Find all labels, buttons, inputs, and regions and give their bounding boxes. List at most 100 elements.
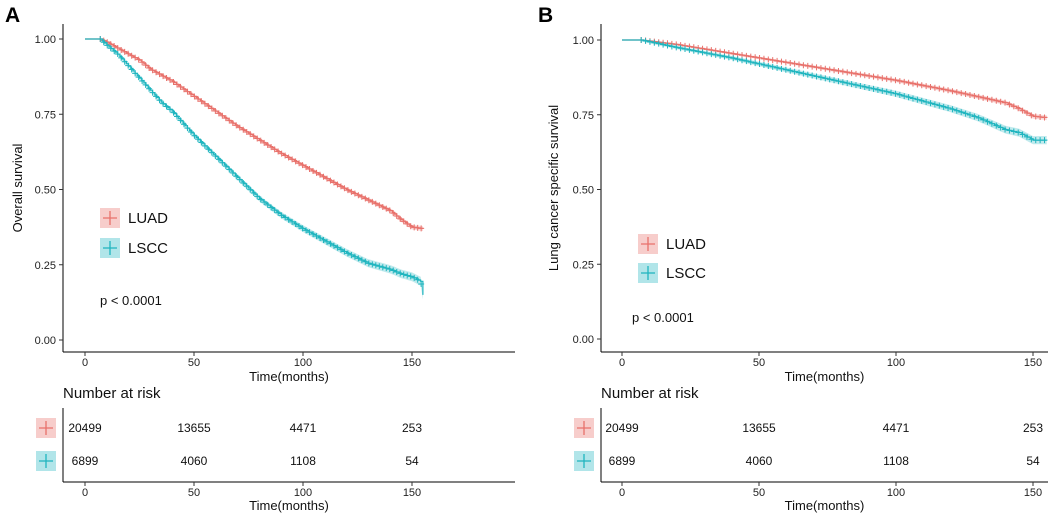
censor-mark	[250, 133, 257, 140]
legend-item-lscc: LSCC	[638, 263, 706, 283]
y-tick-label: 0.25	[573, 259, 594, 271]
censor-mark	[173, 81, 180, 88]
censor-mark	[153, 93, 160, 100]
censor-mark	[936, 85, 943, 92]
risk-x-axis-title: Time(months)	[785, 498, 865, 513]
censor-mark	[313, 233, 320, 240]
censor-mark	[153, 69, 160, 76]
x-axis-title: Time(months)	[249, 369, 329, 384]
censor-mark	[407, 273, 414, 280]
censor-mark	[927, 83, 934, 90]
censor-mark	[184, 125, 191, 132]
censor-mark	[292, 158, 299, 165]
censor-mark	[730, 55, 737, 62]
censor-mark	[848, 81, 855, 88]
y-tick-label: 0.50	[573, 185, 594, 197]
censor-mark	[104, 42, 111, 49]
censor-mark	[1015, 105, 1022, 112]
risk-x-tick-label: 50	[753, 487, 765, 499]
risk-row-marker	[39, 421, 53, 435]
censor-mark	[111, 43, 118, 50]
censor-mark	[1006, 101, 1013, 108]
censor-mark	[971, 113, 978, 120]
censor-mark	[383, 205, 390, 212]
censor-mark	[752, 54, 759, 61]
censor-mark	[264, 141, 271, 148]
panel-letter: A	[5, 4, 20, 27]
censor-mark	[874, 86, 881, 93]
censor-mark	[949, 106, 956, 113]
censor-mark	[796, 69, 803, 76]
censor-mark	[132, 54, 139, 61]
censor-mark	[156, 97, 163, 104]
censor-mark	[337, 183, 344, 190]
censor-mark	[191, 93, 198, 100]
censor-mark	[1028, 136, 1035, 143]
censor-mark	[879, 87, 886, 94]
risk-x-tick-label: 150	[1024, 487, 1042, 499]
censor-mark	[334, 244, 341, 251]
censor-mark	[831, 67, 838, 74]
censor-mark	[372, 262, 379, 269]
censor-mark	[146, 85, 153, 92]
censor-mark	[747, 59, 754, 66]
censor-mark	[774, 57, 781, 64]
p-value: p < 0.0001	[100, 293, 162, 308]
censor-mark	[660, 41, 667, 48]
censor-mark	[787, 67, 794, 74]
censor-mark	[365, 197, 372, 204]
censor-mark	[351, 253, 358, 260]
censor-mark	[936, 102, 943, 109]
censor-mark	[1002, 99, 1009, 106]
censor-mark	[226, 117, 233, 124]
censor-mark	[201, 142, 208, 149]
risk-count: 6899	[609, 454, 636, 468]
y-axis-title: Lung cancer specific survival	[546, 105, 561, 271]
censor-mark	[765, 56, 772, 63]
ci-band-lscc	[641, 40, 1047, 145]
censor-mark	[100, 39, 107, 46]
censor-mark	[638, 37, 645, 43]
censor-mark	[386, 207, 393, 214]
censor-mark	[975, 93, 982, 100]
censor-mark	[651, 39, 658, 46]
censor-mark	[852, 82, 859, 89]
risk-count: 6899	[72, 454, 99, 468]
censor-mark	[236, 176, 243, 183]
censor-mark	[668, 43, 675, 50]
censor-mark	[254, 193, 261, 200]
censor-mark	[330, 179, 337, 186]
censor-mark	[313, 169, 320, 176]
legend-marker	[641, 237, 655, 251]
censor-mark	[901, 93, 908, 100]
censor-mark	[997, 98, 1004, 105]
censor-mark	[327, 240, 334, 247]
x-tick-label: 100	[887, 357, 905, 369]
censor-mark	[285, 154, 292, 161]
censor-mark	[257, 196, 264, 203]
risk-count: 20499	[605, 421, 639, 435]
censor-mark	[988, 96, 995, 103]
censor-mark	[997, 124, 1004, 131]
censor-mark	[717, 52, 724, 59]
censor-mark	[739, 57, 746, 64]
censor-mark	[337, 246, 344, 253]
censor-mark	[320, 236, 327, 243]
censor-mark	[142, 81, 149, 88]
censor-mark	[362, 258, 369, 265]
censor-mark	[892, 77, 899, 84]
censor-mark	[1023, 133, 1030, 140]
censor-mark	[379, 264, 386, 271]
censor-mark	[817, 65, 824, 72]
censor-mark	[156, 71, 163, 78]
censor-mark	[404, 272, 411, 279]
censor-mark	[800, 62, 807, 69]
censor-mark	[760, 61, 767, 68]
y-tick-label: 0.75	[573, 110, 594, 122]
censor-mark	[212, 107, 219, 114]
p-value: p < 0.0001	[632, 310, 694, 325]
censor-mark	[778, 58, 785, 65]
y-axis-title: Overall survival	[10, 143, 25, 232]
panel-A: A 0.00 0.25 0.50 0.75 1.00 0 50 100 150 Time(month…	[5, 4, 515, 513]
